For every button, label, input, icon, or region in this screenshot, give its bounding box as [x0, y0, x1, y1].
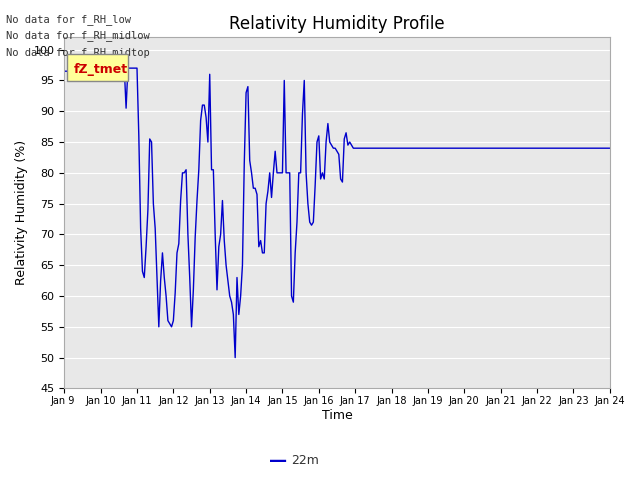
Text: —: — — [269, 452, 287, 469]
Text: 22m: 22m — [291, 454, 319, 467]
Y-axis label: Relativity Humidity (%): Relativity Humidity (%) — [15, 140, 28, 286]
X-axis label: Time: Time — [322, 409, 353, 422]
Text: No data for f_RH_low: No data for f_RH_low — [6, 13, 131, 24]
Title: Relativity Humidity Profile: Relativity Humidity Profile — [229, 15, 445, 33]
Text: No data for f_RH_midlow: No data for f_RH_midlow — [6, 30, 150, 41]
Text: fZ_tmet: fZ_tmet — [74, 63, 128, 76]
Text: No data for f_RH_midtop: No data for f_RH_midtop — [6, 47, 150, 58]
